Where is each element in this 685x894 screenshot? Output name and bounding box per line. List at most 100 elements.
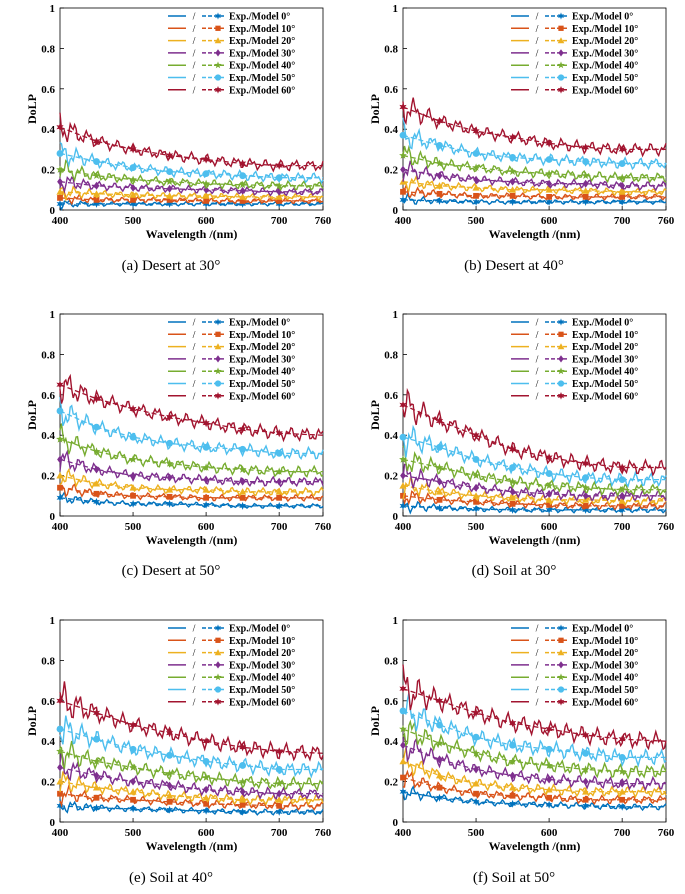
- data-point: [129, 200, 137, 208]
- x-tick-label: 600: [541, 827, 558, 839]
- legend-marker: [214, 37, 222, 44]
- legend-label: Exp./Model 30°: [572, 354, 638, 365]
- data-point: [93, 158, 100, 165]
- data-point: [275, 488, 283, 495]
- data-point: [93, 803, 100, 812]
- data-point: [129, 763, 137, 771]
- legend-label: Exp./Model 10°: [229, 636, 295, 647]
- data-point: [545, 169, 553, 177]
- series-line-model: [402, 154, 666, 179]
- series-6: [56, 112, 324, 173]
- x-tick-label: 400: [52, 215, 69, 227]
- series-2: [399, 477, 667, 507]
- data-point: [545, 156, 553, 163]
- data-point: [618, 198, 626, 206]
- x-tick-label: 600: [541, 521, 558, 533]
- data-point: [399, 757, 407, 765]
- data-point: [509, 487, 516, 496]
- y-tick-label: 1: [393, 615, 399, 627]
- data-point: [473, 498, 479, 505]
- y-tick-label: 0.2: [41, 777, 55, 789]
- legend-separator: /: [536, 624, 539, 635]
- y-tick-label: 0.2: [384, 471, 398, 483]
- legend-separator: /: [193, 367, 196, 378]
- data-point: [508, 757, 517, 765]
- y-tick-label: 0: [50, 511, 56, 523]
- data-point: [545, 786, 553, 793]
- data-point: [202, 192, 210, 199]
- data-point: [129, 788, 137, 795]
- axes-frame: [402, 313, 667, 517]
- legend-separator: /: [193, 660, 196, 671]
- series-line-model: [59, 793, 323, 807]
- legend-marker: [557, 367, 565, 375]
- data-point: [202, 443, 210, 451]
- data-point: [56, 165, 64, 173]
- data-point: [399, 455, 407, 463]
- data-point: [239, 796, 247, 803]
- series-4: [56, 159, 324, 192]
- series-5: [56, 396, 324, 460]
- data-point: [239, 743, 247, 752]
- legend-label: Exp./Model 0°: [572, 624, 633, 635]
- data-point: [239, 186, 246, 195]
- x-tick-label: 700: [271, 521, 288, 533]
- legend-label: Exp./Model 40°: [572, 673, 638, 684]
- series-5: [399, 117, 667, 171]
- x-tick-label: 700: [614, 215, 631, 227]
- x-tick-label: 600: [541, 215, 558, 227]
- legend-marker: [557, 74, 565, 81]
- panel-caption: (d) Soil at 30°: [471, 563, 557, 579]
- y-tick-label: 0.6: [41, 84, 55, 96]
- data-point: [618, 506, 626, 514]
- data-point: [472, 797, 480, 806]
- data-point: [545, 761, 553, 769]
- legend-marker: [215, 637, 221, 643]
- data-point: [546, 794, 552, 801]
- legend-label: Exp./Model 20°: [572, 342, 638, 353]
- series-1: [57, 483, 324, 503]
- series-line-exp: [59, 423, 324, 479]
- data-point: [399, 151, 407, 159]
- data-point: [202, 773, 210, 781]
- data-point: [203, 198, 209, 204]
- legend: / Exp./Model 0° / Exp./Model 10° / Exp./Model…: [511, 318, 638, 402]
- legend-separator: /: [193, 624, 196, 635]
- data-point: [92, 190, 101, 197]
- data-point: [400, 165, 406, 174]
- data-point: [56, 778, 64, 785]
- x-tick-label: 760: [315, 827, 332, 839]
- legend-label: Exp./Model 0°: [229, 624, 290, 635]
- x-tick-label: 500: [125, 215, 142, 227]
- legend-separator: /: [193, 48, 196, 59]
- y-tick-label: 0.6: [384, 390, 398, 402]
- axes-frame: [59, 619, 324, 823]
- series-line-model: [402, 760, 666, 793]
- series-4: [56, 423, 324, 479]
- data-point: [56, 747, 64, 755]
- data-point: [619, 796, 626, 803]
- y-tick-label: 0.6: [41, 696, 55, 708]
- data-point: [275, 807, 283, 816]
- x-tick-label: 700: [271, 827, 288, 839]
- data-point: [129, 145, 137, 154]
- legend-label: Exp./Model 10°: [572, 24, 638, 35]
- data-point: [435, 159, 444, 167]
- y-tick-label: 0.2: [41, 471, 55, 483]
- data-point: [472, 163, 480, 171]
- data-point: [56, 150, 64, 157]
- legend-marker: [557, 380, 565, 387]
- data-point: [508, 494, 517, 501]
- data-point: [166, 729, 174, 738]
- legend-separator: /: [193, 697, 196, 708]
- series-line-model: [59, 197, 323, 202]
- data-point: [239, 501, 247, 510]
- series-6: [56, 681, 324, 762]
- legend-marker: [214, 343, 222, 350]
- legend: / Exp./Model 0° / Exp./Model 10° / Exp./Model…: [511, 624, 638, 708]
- data-point: [509, 718, 517, 728]
- data-point: [92, 137, 101, 146]
- legend-label: Exp./Model 60°: [229, 85, 295, 96]
- series-line-model: [59, 805, 323, 813]
- data-point: [239, 762, 247, 769]
